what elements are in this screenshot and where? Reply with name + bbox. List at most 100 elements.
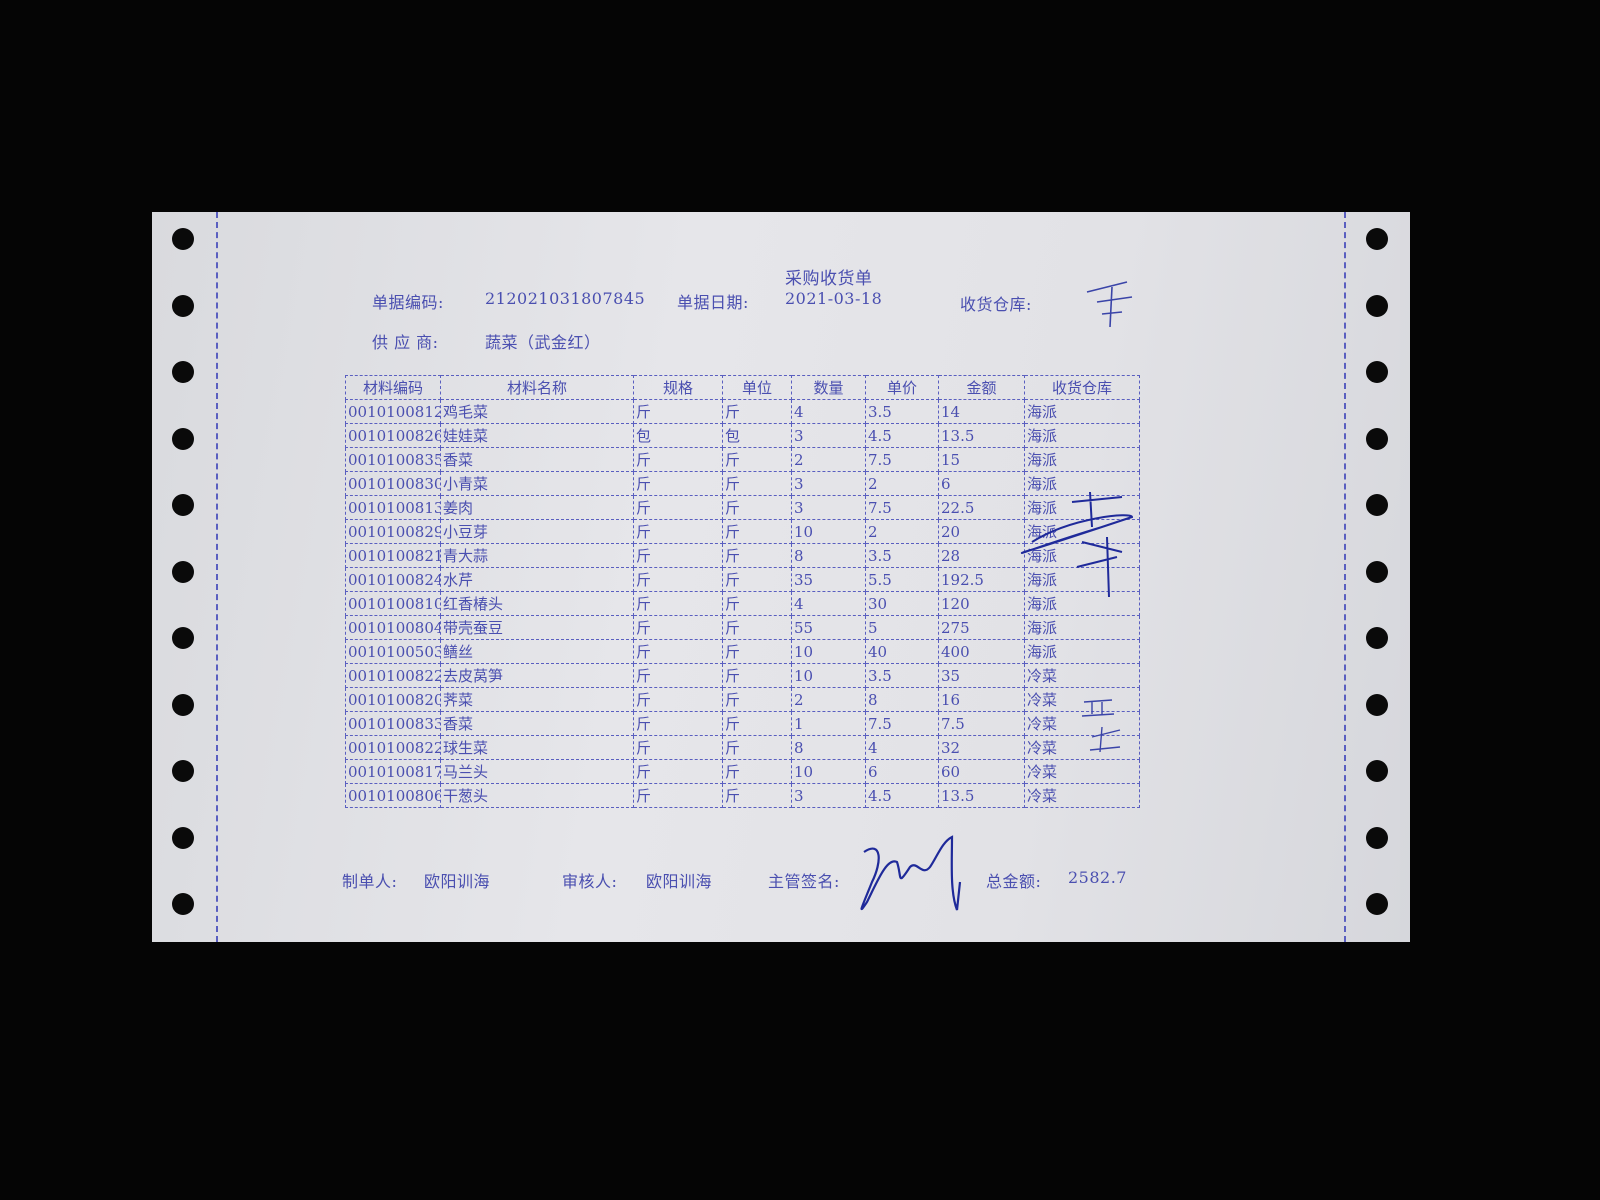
column-header: 规格 — [633, 375, 723, 400]
table-cell: 斤 — [633, 519, 723, 544]
table-cell: 水芹 — [440, 567, 634, 592]
table-cell: 60 — [938, 759, 1025, 784]
table-cell: 3 — [791, 495, 866, 520]
table-cell: 海派 — [1024, 639, 1140, 664]
table-cell: 冷菜 — [1024, 735, 1140, 760]
table-row: 0010100810 红香椿头斤斤 4 30 120 海派 — [345, 591, 1140, 616]
table-row: 0010100826 娃娃菜包包 3 4.5 13.5 海派 — [345, 423, 1140, 448]
table-cell: 斤 — [722, 591, 792, 616]
table-cell: 斤 — [722, 783, 792, 808]
table-row: 0010100829 小豆芽斤斤 10 2 20 海派 — [345, 519, 1140, 544]
table-cell: 8 — [791, 543, 866, 568]
table-cell: 14 — [938, 399, 1025, 424]
table-cell: 2 — [865, 471, 939, 496]
table-cell: 荠菜 — [440, 687, 634, 712]
sprocket-hole — [172, 760, 194, 782]
sprocket-hole — [1366, 427, 1388, 450]
table-cell: 0010100813 — [345, 495, 441, 520]
table-cell: 3.5 — [865, 663, 939, 688]
table-cell: 0010100812 — [345, 399, 441, 424]
table-cell: 斤 — [633, 735, 723, 760]
table-cell: 28 — [938, 543, 1025, 568]
document-title: 采购收货单 — [785, 269, 873, 289]
table-cell: 6 — [865, 759, 939, 784]
table-cell: 22.5 — [938, 495, 1025, 520]
sprocket-hole — [1366, 826, 1388, 849]
table-cell: 斤 — [633, 471, 723, 496]
table-cell: 10 — [791, 663, 866, 688]
table-cell: 斤 — [722, 687, 792, 712]
items-table: 材料编码 材料名称 规格 单位 数量 单价 金额 收货仓库 0010100812 鸡毛菜斤斤 4 3… — [345, 375, 1140, 808]
total-amount: 2582.7 — [1068, 868, 1127, 887]
table-cell: 斤 — [633, 615, 723, 640]
table-cell: 斤 — [633, 543, 723, 568]
total-label: 总金额: — [986, 872, 1042, 891]
table-cell: 0010100810 — [345, 591, 441, 616]
table-cell: 0010100822 — [345, 663, 441, 688]
table-cell: 斤 — [633, 495, 723, 520]
sprocket-hole — [1366, 294, 1388, 317]
handwritten-note — [1081, 699, 1121, 753]
table-cell: 带壳蚕豆 — [440, 615, 634, 640]
table-cell: 0010100503 — [345, 639, 441, 664]
table-cell: 小豆芽 — [440, 519, 634, 544]
table-cell: 鸡毛菜 — [440, 399, 634, 424]
table-cell: 13.5 — [938, 783, 1025, 808]
table-cell: 4.5 — [865, 783, 939, 808]
table-cell: 4 — [791, 591, 866, 616]
sprocket-hole — [172, 826, 194, 849]
table-cell: 10 — [791, 519, 866, 544]
table-cell: 鳝丝 — [440, 639, 634, 664]
sprocket-hole — [172, 427, 194, 450]
warehouse-label: 收货仓库: — [960, 295, 1032, 314]
table-cell: 3.5 — [865, 543, 939, 568]
table-cell: 干葱头 — [440, 783, 634, 808]
table-cell: 斤 — [722, 447, 792, 472]
table-cell: 小青菜 — [440, 471, 634, 496]
table-cell: 1 — [791, 711, 866, 736]
table-cell: 8 — [865, 687, 939, 712]
table-row: 0010100813 姜肉斤斤 3 7.5 22.5 海派 — [345, 495, 1140, 520]
table-cell: 红香椿头 — [440, 591, 634, 616]
table-cell: 3.5 — [865, 399, 939, 424]
table-cell: 0010100806 — [345, 783, 441, 808]
table-cell: 0010100824 — [345, 567, 441, 592]
date: 2021-03-18 — [785, 289, 883, 308]
table-cell: 包 — [633, 423, 723, 448]
table-cell: 8 — [791, 735, 866, 760]
table-cell: 香菜 — [440, 447, 634, 472]
table-cell: 7.5 — [865, 711, 939, 736]
table-cell: 55 — [791, 615, 866, 640]
date-label: 单据日期: — [677, 293, 749, 312]
table-cell: 32 — [938, 735, 1025, 760]
column-header: 金额 — [938, 375, 1025, 400]
doc-no: 212021031807845 — [485, 289, 646, 308]
table-cell: 275 — [938, 615, 1025, 640]
maker: 欧阳训海 — [424, 872, 491, 891]
sprocket-hole — [172, 294, 194, 317]
table-cell: 3 — [791, 423, 866, 448]
table-cell: 姜肉 — [440, 495, 634, 520]
table-cell: 斤 — [722, 543, 792, 568]
table-cell: 海派 — [1024, 423, 1140, 448]
reviewer-label: 审核人: — [562, 872, 618, 891]
table-cell: 冷菜 — [1024, 663, 1140, 688]
sprocket-hole — [1366, 760, 1388, 782]
handwritten-signature — [1020, 491, 1134, 598]
table-cell: 7.5 — [865, 447, 939, 472]
column-header: 材料编码 — [345, 375, 441, 400]
table-cell: 10 — [791, 759, 866, 784]
tractor-strip-right — [1344, 212, 1410, 942]
doc-no-label: 单据编码: — [372, 293, 444, 312]
table-cell: 0010100804 — [345, 615, 441, 640]
table-cell: 0010100835 — [345, 447, 441, 472]
table-row: 0010100820 荠菜斤斤 2 8 16 冷菜 — [345, 687, 1140, 712]
table-cell: 斤 — [722, 495, 792, 520]
table-header: 材料编码 材料名称 规格 单位 数量 单价 金额 收货仓库 — [345, 375, 1140, 400]
supervisor-label: 主管签名: — [768, 872, 840, 891]
table-cell: 斤 — [722, 567, 792, 592]
table-cell: 斤 — [722, 519, 792, 544]
table-cell: 5 — [865, 615, 939, 640]
table-cell: 斤 — [722, 735, 792, 760]
table-cell: 斤 — [633, 663, 723, 688]
